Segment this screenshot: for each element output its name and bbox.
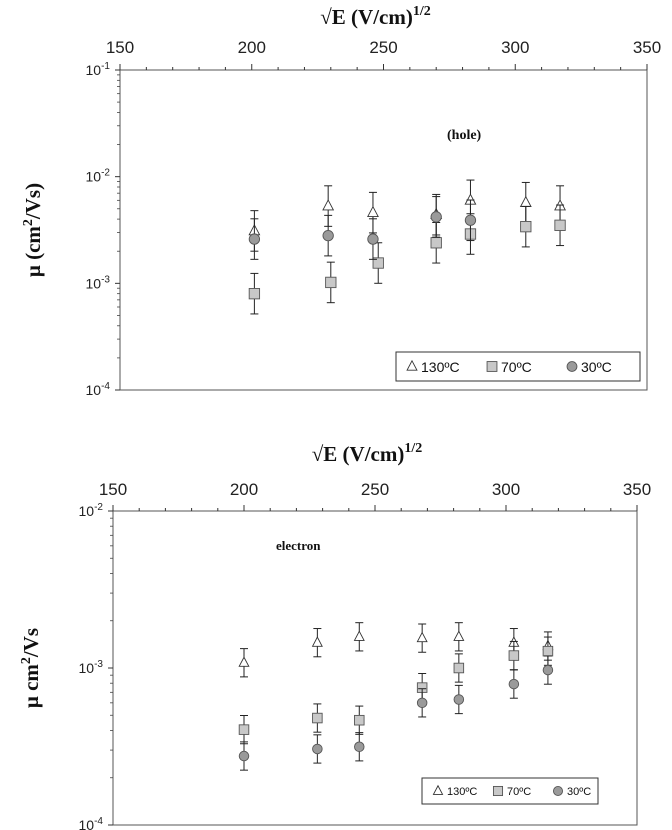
legend-marker-triangle [406, 359, 418, 371]
data-point-triangle [238, 656, 250, 667]
y-tick-label: 10-2 [79, 502, 104, 519]
data-point-circle [464, 214, 477, 226]
data-point-circle [430, 211, 442, 223]
legend-label: 30ºC [581, 359, 612, 375]
data-point-circle [508, 678, 520, 690]
data-point-square [554, 219, 566, 231]
data-point-circle [354, 741, 365, 753]
data-point-square [542, 645, 554, 657]
x-tick-label: 150 [106, 38, 134, 57]
x-tick-label: 200 [230, 480, 258, 499]
series-square [248, 204, 566, 315]
hole-mobility-chart: 150 200 250 300 350 10-4 10-3 10-2 10-1 √E (V/cm)… [21, 4, 661, 398]
data-point-square [508, 650, 520, 661]
legend-label: 70ºC [507, 786, 531, 798]
x-tick-label: 200 [238, 38, 266, 57]
data-point-triangle [353, 630, 365, 641]
x-axis-title: √E (V/cm)1/2 [320, 4, 430, 29]
legend-label: 70ºC [501, 359, 532, 375]
y-tick-label: 10-4 [79, 816, 104, 830]
legend-marker-square [492, 785, 504, 797]
legend-label: 30ºC [567, 786, 591, 798]
x-tick-label: 250 [361, 480, 389, 499]
series-circle [238, 655, 554, 771]
y-axis-title: μ cm2/Vs [19, 628, 43, 708]
legend: 130ºC 70ºC 30ºC [421, 777, 599, 805]
y-axis-title: μ (cm2/Vs) [21, 183, 45, 277]
data-point-square [453, 662, 465, 674]
legend-box [421, 777, 599, 805]
data-point-square [372, 257, 384, 269]
data-point-triangle [311, 636, 323, 647]
data-point-circle [312, 743, 323, 755]
x-tick-label: 150 [99, 480, 127, 499]
data-point-circle [238, 750, 250, 762]
electron-mobility-chart: 150 200 250 300 350 10-4 10-3 10-2 √E (V/cm)1/2 μ… [19, 441, 651, 830]
legend-marker-triangle [432, 784, 444, 795]
y-tick-label: 10-3 [79, 659, 104, 676]
y-tick-label: 10-4 [86, 381, 111, 398]
data-point-square [325, 276, 337, 289]
x-tick-label: 350 [633, 38, 661, 57]
legend-marker-square [486, 361, 498, 372]
x-tick-label: 250 [369, 38, 397, 57]
data-point-triangle [519, 195, 532, 208]
series-square [238, 636, 554, 745]
data-point-circle [542, 664, 554, 676]
plot-frame [119, 69, 648, 391]
data-point-triangle [367, 205, 379, 217]
data-point-triangle [453, 630, 465, 641]
y-tick-label: 10-3 [86, 274, 111, 291]
data-point-circle [453, 694, 465, 705]
legend-label: 130ºC [421, 359, 460, 375]
data-point-square [248, 288, 261, 300]
legend-marker-circle [566, 361, 578, 372]
x-tick-label: 350 [623, 480, 651, 499]
x-axis-title: √E (V/cm)1/2 [312, 441, 422, 466]
series-triangle [248, 179, 566, 252]
chart-annotation: electron [276, 538, 321, 553]
data-point-square [238, 724, 250, 735]
data-point-triangle [416, 631, 428, 643]
data-point-circle [367, 233, 379, 245]
y-tick-label: 10-2 [86, 168, 111, 185]
data-point-circle [322, 229, 334, 242]
data-point-square [354, 714, 365, 726]
series-triangle [238, 622, 554, 678]
legend: 130ºC 70ºC 30ºC [395, 351, 641, 382]
series-circle [248, 196, 477, 260]
data-point-square [520, 220, 532, 233]
data-point-square [430, 237, 442, 249]
chart-annotation: (hole) [447, 128, 482, 143]
legend-label: 130ºC [447, 786, 477, 798]
legend-box [395, 351, 641, 382]
data-point-circle [248, 233, 261, 245]
legend-marker-circle [552, 785, 564, 797]
data-point-square [312, 712, 323, 724]
data-point-triangle [322, 199, 335, 211]
x-tick-label: 300 [501, 38, 529, 57]
y-tick-label: 10-1 [86, 61, 111, 78]
data-point-circle [416, 697, 428, 709]
x-tick-label: 300 [492, 480, 520, 499]
